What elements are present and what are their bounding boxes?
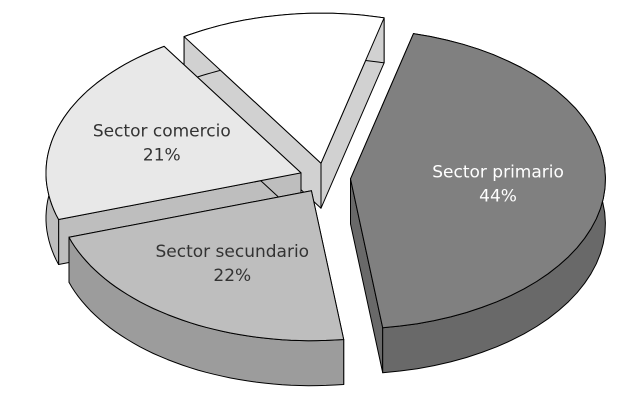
slice-label: Sector primario: [432, 162, 564, 182]
slice-label: Sector comercio: [93, 122, 231, 142]
slice-value-label: 21%: [143, 146, 181, 166]
slice-value-label: 44%: [479, 186, 517, 206]
slice-value-label: 22%: [213, 266, 251, 286]
slice: [183, 12, 385, 164]
slice: [350, 33, 606, 329]
slice: [45, 45, 302, 220]
slice-label: Sector secundario: [155, 242, 309, 262]
slice: [68, 190, 345, 342]
